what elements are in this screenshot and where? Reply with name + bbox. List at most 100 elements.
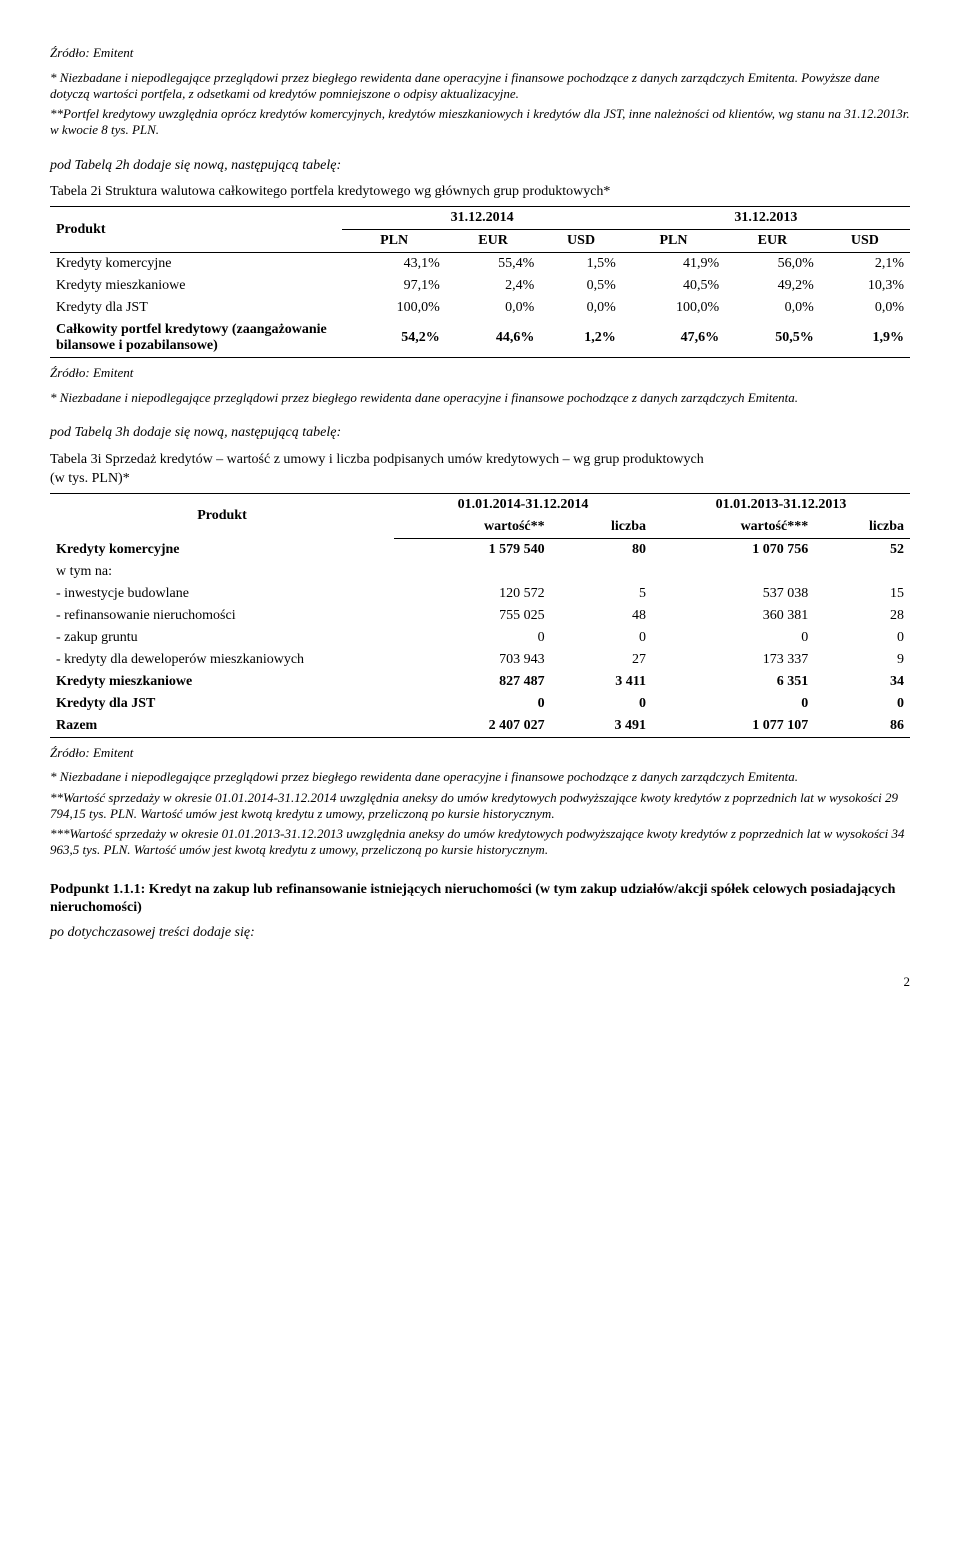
table3i-cell: 0 (652, 627, 814, 649)
table2i-cell: 43,1% (342, 253, 445, 276)
table3i-period1: 01.01.2014-31.12.2014 (394, 493, 652, 516)
table3i-cell (814, 561, 910, 583)
table2i-cell: 0,0% (446, 297, 541, 319)
table3i-cell: 360 381 (652, 605, 814, 627)
table3i-cell (394, 561, 551, 583)
table3i-row-label: - inwestycje budowlane (50, 583, 394, 605)
table3i-cell: 6 351 (652, 671, 814, 693)
table3i-caption-text: Tabela 3i Sprzedaż kredytów – wartość z … (50, 452, 704, 467)
table2i-period1: 31.12.2014 (342, 207, 621, 230)
table3i-cell: 15 (814, 583, 910, 605)
table3i-cell: 52 (814, 538, 910, 561)
table3i-row-label: Razem (50, 715, 394, 738)
table3i-row-label: w tym na: (50, 561, 394, 583)
table3i-row-label: Kredyty komercyjne (50, 538, 394, 561)
table3i-cell: 28 (814, 605, 910, 627)
table3i-cell: 1 579 540 (394, 538, 551, 561)
table3i-cell: 3 411 (551, 671, 652, 693)
table2i-cell: 56,0% (725, 253, 820, 276)
table3i-row: Kredyty dla JST0000 (50, 693, 910, 715)
table3i-cell: 0 (551, 627, 652, 649)
table3i-cell: 48 (551, 605, 652, 627)
table2i-cell: 2,1% (820, 253, 910, 276)
table3i-row: - zakup gruntu0000 (50, 627, 910, 649)
table3i-cell: 27 (551, 649, 652, 671)
table2i-cell: 100,0% (622, 297, 725, 319)
table2i-cell: 40,5% (622, 275, 725, 297)
table2i-cell: 1,9% (820, 319, 910, 358)
table3i-cell: 755 025 (394, 605, 551, 627)
table2i-cell: 41,9% (622, 253, 725, 276)
table2i-product-header: Produkt (50, 207, 342, 253)
table3i-row: Kredyty komercyjne1 579 540801 070 75652 (50, 538, 910, 561)
table3i-row-label: - zakup gruntu (50, 627, 394, 649)
table3i-cell: 0 (814, 627, 910, 649)
table2i-row: Całkowity portfel kredytowy (zaangażowan… (50, 319, 910, 358)
table3i-row: Razem2 407 0273 4911 077 10786 (50, 715, 910, 738)
table2i-cell: 100,0% (342, 297, 445, 319)
source-label-3: Źródło: Emitent (50, 744, 910, 762)
table2i-col-3: PLN (622, 230, 725, 253)
table2i-row: Kredyty mieszkaniowe97,1%2,4%0,5%40,5%49… (50, 275, 910, 297)
table3i-cell: 2 407 027 (394, 715, 551, 738)
table-2i: Produkt 31.12.2014 31.12.2013 PLN EUR US… (50, 206, 910, 358)
table3i-cell: 0 (814, 693, 910, 715)
footnote3-tstar: ***Wartość sprzedaży w okresie 01.01.201… (50, 826, 910, 859)
table2i-cell: 49,2% (725, 275, 820, 297)
table2i-cell: 2,4% (446, 275, 541, 297)
table2i-cell: 50,5% (725, 319, 820, 358)
table3i-cell: 0 (652, 693, 814, 715)
table2i-cell: 1,2% (540, 319, 621, 358)
table3i-sub2a: wartość*** (652, 516, 814, 539)
table3i-product-header: Produkt (50, 493, 394, 538)
table3i-row: Kredyty mieszkaniowe827 4873 4116 35134 (50, 671, 910, 693)
table2i-col-2: USD (540, 230, 621, 253)
table2i-caption: Tabela 2i Struktura walutowa całkowitego… (50, 183, 910, 202)
table3i-row-label: Kredyty dla JST (50, 693, 394, 715)
source-label: Źródło: Emitent (50, 44, 910, 62)
table2i-col-1: EUR (446, 230, 541, 253)
table3i-cell: 827 487 (394, 671, 551, 693)
table2i-cell: 97,1% (342, 275, 445, 297)
table3i-cell: 86 (814, 715, 910, 738)
page-number: 2 (50, 973, 910, 991)
table2i-cell: 55,4% (446, 253, 541, 276)
table3i-cell: 120 572 (394, 583, 551, 605)
table2i-period2: 31.12.2013 (622, 207, 910, 230)
table3i-cell: 703 943 (394, 649, 551, 671)
table2i-col-5: USD (820, 230, 910, 253)
table3i-period2: 01.01.2013-31.12.2013 (652, 493, 910, 516)
table2i-cell: 0,0% (725, 297, 820, 319)
table3i-cell: 3 491 (551, 715, 652, 738)
table2i-cell: 44,6% (446, 319, 541, 358)
table2i-cell: 0,0% (540, 297, 621, 319)
table3i-sub1a: wartość** (394, 516, 551, 539)
table2i-cell: 47,6% (622, 319, 725, 358)
table2i-cell: 54,2% (342, 319, 445, 358)
table2i-row-label: Całkowity portfel kredytowy (zaangażowan… (50, 319, 342, 358)
table3i-cell: 1 070 756 (652, 538, 814, 561)
table3i-cell: 80 (551, 538, 652, 561)
table3i-row: - refinansowanie nieruchomości755 025483… (50, 605, 910, 627)
table2i-row-label: Kredyty komercyjne (50, 253, 342, 276)
table2i-row: Kredyty komercyjne43,1%55,4%1,5%41,9%56,… (50, 253, 910, 276)
table-3i: Produkt 01.01.2014-31.12.2014 01.01.2013… (50, 493, 910, 738)
table3i-cell: 173 337 (652, 649, 814, 671)
table2i-row-label: Kredyty dla JST (50, 297, 342, 319)
table2i-cell: 0,5% (540, 275, 621, 297)
table2i-row: Kredyty dla JST100,0%0,0%0,0%100,0%0,0%0… (50, 297, 910, 319)
table2i-col-4: EUR (725, 230, 820, 253)
table3i-sub1b: liczba (551, 516, 652, 539)
table3i-row-label: Kredyty mieszkaniowe (50, 671, 394, 693)
footnote-star-1: * Niezbadane i niepodlegające przeglądow… (50, 70, 910, 103)
table3i-caption: Tabela 3i Sprzedaż kredytów – wartość z … (50, 451, 910, 489)
intro-2h: pod Tabelą 2h dodaje się nową, następują… (50, 157, 910, 176)
footnote-double-star-1: **Portfel kredytowy uwzględnia oprócz kr… (50, 106, 910, 139)
table2i-row-label: Kredyty mieszkaniowe (50, 275, 342, 297)
footnote3-star: * Niezbadane i niepodlegające przeglądow… (50, 769, 910, 785)
table3i-sub2b: liczba (814, 516, 910, 539)
footnote-star-2: * Niezbadane i niepodlegające przeglądow… (50, 390, 910, 406)
table3i-cell: 0 (551, 693, 652, 715)
heading-1-1-1: Podpunkt 1.1.1: Kredyt na zakup lub refi… (50, 881, 910, 919)
table3i-cell: 537 038 (652, 583, 814, 605)
